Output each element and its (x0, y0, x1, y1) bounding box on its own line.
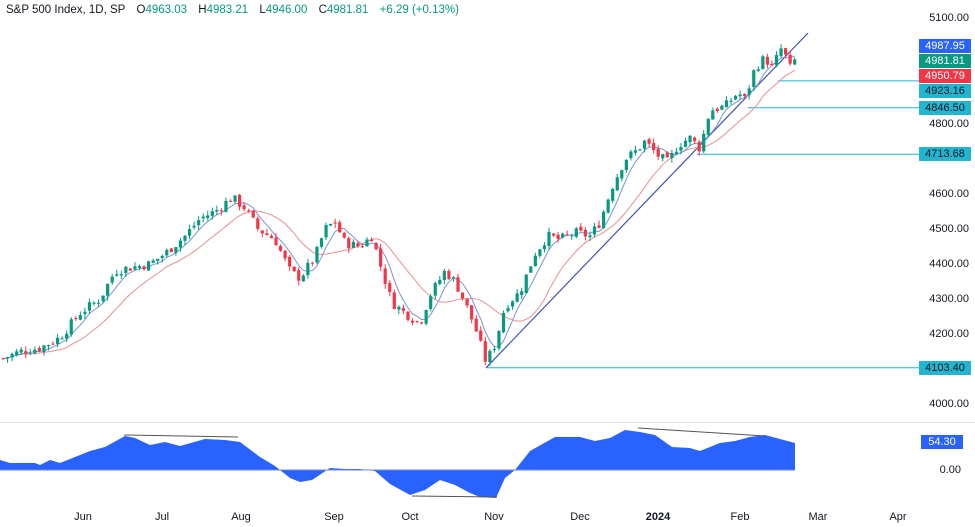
time-tick: Feb (730, 511, 750, 523)
time-tick-year: 2024 (645, 511, 671, 523)
time-tick: Jul (154, 511, 170, 523)
trendline (485, 32, 809, 369)
oscillator-pane (0, 427, 795, 498)
price-tick: 4300.00 (929, 293, 969, 305)
ma-fast-price-tag: 4987.95 (919, 39, 971, 53)
price-tick: 4000.00 (929, 398, 969, 410)
time-tick: Dec (570, 511, 590, 523)
symbol-title: S&P 500 Index, 1D, SP (6, 4, 126, 16)
price-tick: 4500.00 (929, 223, 969, 235)
time-tick: Sep (324, 511, 344, 523)
level-tag: 4713.68 (919, 147, 971, 161)
support-levels (486, 80, 922, 369)
price-change: +6.29 (+0.13%) (379, 4, 459, 16)
ma-slow-price-tag: 4950.79 (919, 69, 971, 83)
level-tag: 4846.50 (919, 101, 971, 115)
last-price-tag: 4981.81 (919, 54, 971, 68)
time-tick: Jun (74, 511, 92, 523)
level-tag: 4103.40 (919, 361, 971, 375)
ohlc-high: H4983.21 (198, 4, 249, 16)
price-tick: 4600.00 (929, 188, 969, 200)
candlesticks (1, 44, 797, 366)
price-tick: 4400.00 (929, 258, 969, 270)
oscillator-zero-label: 0.00 (939, 464, 961, 476)
chart-legend: S&P 500 Index, 1D, SP O4963.03 H4983.21 … (6, 4, 467, 16)
time-tick: Oct (401, 511, 419, 523)
level-tag: 4923.16 (919, 84, 971, 98)
time-tick: Aug (231, 511, 251, 523)
time-tick: Apr (889, 511, 907, 523)
ohlc-low: L4946.00 (259, 4, 308, 16)
ohlc-open: O4963.03 (136, 4, 188, 16)
time-tick: Mar (808, 511, 828, 523)
moving-averages (2, 55, 795, 360)
time-tick: Nov (484, 511, 504, 523)
price-tick: 5100.00 (929, 12, 969, 24)
ohlc-close: C4981.81 (318, 4, 369, 16)
price-tick: 4800.00 (929, 118, 969, 130)
pane-separator[interactable] (0, 422, 975, 423)
price-tick: 4200.00 (929, 328, 969, 340)
oscillator-value-tag: 54.30 (921, 435, 963, 449)
